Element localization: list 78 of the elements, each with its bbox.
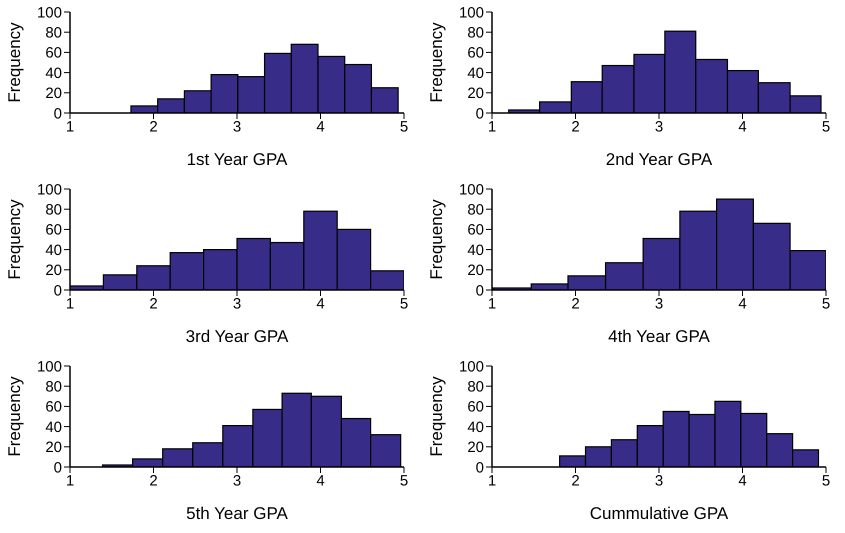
x-tick-label: 1	[488, 296, 496, 313]
y-tick-label: 40	[45, 242, 62, 259]
x-tick-label: 4	[738, 118, 747, 136]
y-tick-label: 80	[45, 202, 62, 219]
y-tick-label: 0	[54, 282, 62, 300]
x-axis-title: 5th Year GPA	[186, 504, 289, 523]
x-axis-title: 4th Year GPA	[608, 327, 711, 346]
y-tick-label: 80	[45, 24, 62, 42]
y-axis-title: Frequency	[427, 376, 446, 457]
y-tick-label: 60	[467, 222, 484, 239]
x-tick-label: 3	[654, 296, 664, 313]
y-tick-label: 20	[45, 262, 62, 280]
x-tick-label: 5	[822, 296, 830, 313]
x-tick-label: 3	[654, 472, 664, 490]
x-tick-label: 5	[822, 472, 830, 490]
x-tick-label: 2	[149, 472, 158, 490]
y-tick-label: 100	[36, 4, 62, 22]
x-tick-label: 4	[316, 296, 325, 313]
y-tick-label: 0	[476, 105, 484, 122]
y-tick-label: 20	[45, 85, 62, 102]
y-axis-title: Frequency	[5, 376, 24, 457]
y-tick-label: 80	[467, 202, 484, 219]
x-tick-label: 2	[571, 118, 580, 136]
y-tick-label: 80	[467, 378, 484, 396]
x-tick-label: 4	[316, 472, 325, 490]
x-tick-label: 1	[488, 472, 496, 490]
y-tick-label: 20	[467, 262, 484, 280]
y-axis-title: Frequency	[427, 22, 446, 103]
y-tick-label: 0	[54, 459, 62, 476]
y-tick-label: 0	[54, 105, 62, 122]
y-tick-label: 20	[467, 85, 484, 102]
x-axis-title: 3rd Year GPA	[186, 327, 290, 346]
x-tick-label: 1	[488, 118, 496, 136]
x-tick-label: 3	[654, 118, 664, 136]
y-tick-label: 20	[467, 439, 484, 456]
x-tick-label: 4	[738, 296, 747, 313]
y-tick-label: 40	[467, 242, 484, 259]
y-tick-label: 80	[467, 24, 484, 42]
y-tick-label: 60	[45, 398, 62, 416]
y-axis-title: Frequency	[5, 198, 24, 280]
y-tick-label: 60	[45, 222, 62, 239]
y-tick-label: 60	[467, 44, 484, 62]
x-tick-label: 3	[232, 296, 242, 313]
x-axis-title: 1st Year GPA	[186, 150, 288, 169]
x-tick-label: 5	[400, 472, 408, 490]
x-tick-label: 2	[149, 118, 158, 136]
x-tick-label: 4	[738, 472, 747, 490]
x-tick-label: 5	[822, 118, 830, 136]
x-tick-label: 1	[66, 296, 74, 313]
x-tick-label: 2	[149, 296, 158, 313]
y-axis-title: Frequency	[5, 22, 24, 103]
x-tick-label: 3	[232, 118, 242, 136]
y-tick-label: 100	[458, 358, 484, 376]
y-axis-title: Frequency	[427, 198, 446, 280]
y-tick-label: 40	[45, 418, 62, 436]
x-tick-label: 1	[66, 118, 74, 136]
x-tick-label: 2	[571, 296, 580, 313]
x-tick-label: 1	[66, 472, 74, 490]
y-tick-label: 100	[36, 358, 62, 376]
y-tick-label: 40	[467, 64, 484, 82]
y-tick-label: 0	[476, 282, 484, 300]
y-tick-label: 20	[45, 439, 62, 456]
x-tick-label: 4	[316, 118, 325, 136]
y-tick-label: 40	[45, 64, 62, 82]
y-tick-label: 40	[467, 418, 484, 436]
x-axis-title: Cummulative GPA	[590, 504, 729, 523]
y-tick-label: 100	[458, 4, 484, 22]
y-tick-label: 60	[45, 44, 62, 62]
y-tick-label: 60	[467, 398, 484, 416]
x-axis-title: 2nd Year GPA	[606, 150, 713, 169]
y-tick-label: 0	[476, 459, 484, 476]
x-tick-label: 5	[400, 296, 408, 313]
x-tick-label: 5	[400, 118, 408, 136]
y-tick-label: 100	[36, 181, 62, 198]
y-tick-label: 80	[45, 378, 62, 396]
x-tick-label: 3	[232, 472, 242, 490]
y-tick-label: 100	[458, 181, 484, 198]
x-tick-label: 2	[571, 472, 580, 490]
